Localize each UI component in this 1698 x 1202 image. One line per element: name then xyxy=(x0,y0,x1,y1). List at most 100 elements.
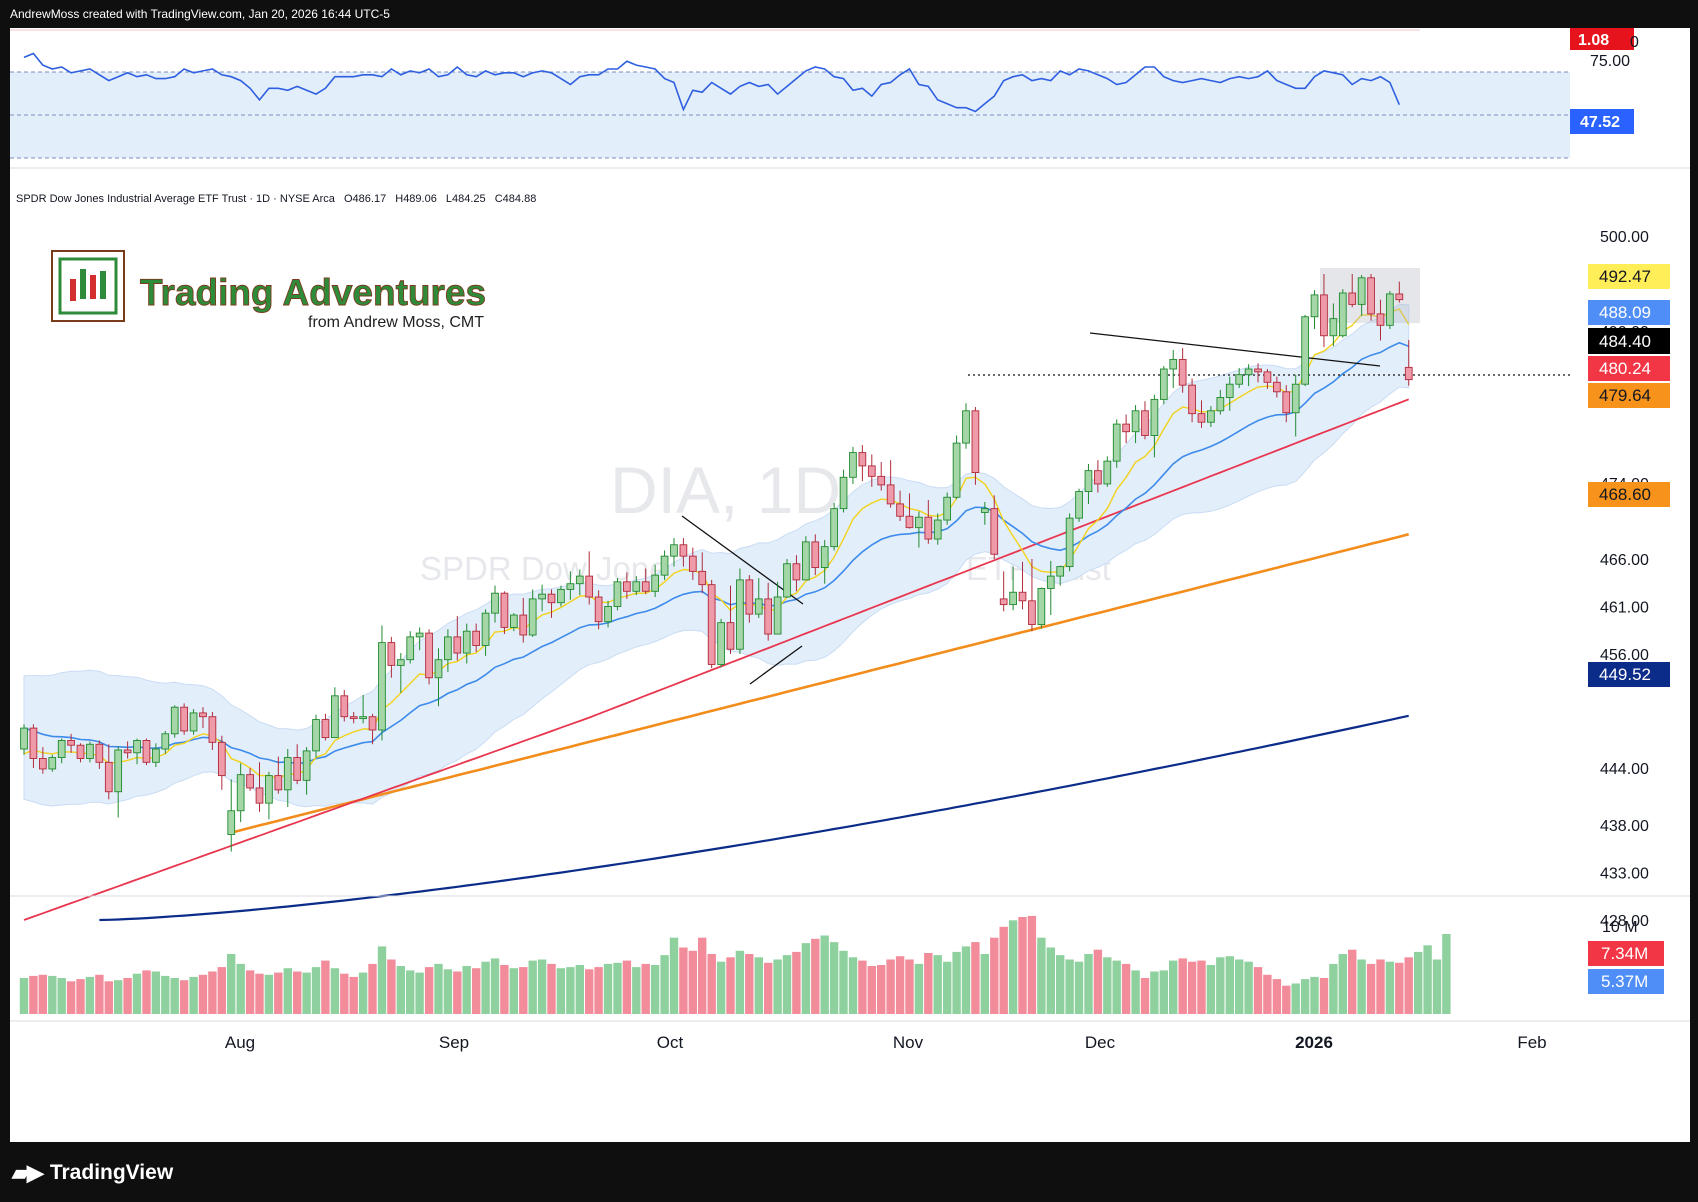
candle-body xyxy=(1320,294,1328,337)
volume-bar xyxy=(1225,956,1234,1014)
candle-body xyxy=(896,503,904,517)
volume-bar xyxy=(594,967,603,1014)
candle-body xyxy=(792,563,801,581)
candle xyxy=(594,590,603,630)
tradingview-logo-icon: ▰▶ xyxy=(12,1160,44,1185)
price-badges: 492.47 488.09 484.40 480.24 479.64 468.6… xyxy=(1588,264,1670,687)
candle-body xyxy=(368,716,377,731)
sma-orange-line xyxy=(230,533,1410,834)
time-tick-label: Sep xyxy=(439,1033,469,1052)
volume-bar xyxy=(735,950,745,1014)
volume-bar xyxy=(1056,955,1065,1014)
candle-body xyxy=(425,632,433,679)
volume-bar xyxy=(264,974,274,1014)
chart-svg[interactable]: 75.00 1.08 0 47.52 SPDR Dow Jones Indust… xyxy=(10,28,1690,1142)
candle-body xyxy=(1103,460,1112,485)
volume-bar xyxy=(142,970,151,1014)
candle xyxy=(679,538,688,567)
ema21-badge: 488.09 xyxy=(1599,303,1651,322)
volume-bar xyxy=(537,959,547,1014)
candle-body xyxy=(227,810,236,835)
candle-body xyxy=(1112,423,1121,462)
watermark-ticker: DIA, 1D xyxy=(610,453,841,527)
candle xyxy=(670,538,678,567)
chart-canvas[interactable]: 75.00 1.08 0 47.52 SPDR Dow Jones Indust… xyxy=(10,28,1690,1142)
candle-body xyxy=(1207,410,1215,423)
volume-bar xyxy=(811,938,820,1014)
candle-body xyxy=(660,555,669,576)
candle xyxy=(1150,394,1159,458)
volume-bar xyxy=(980,954,989,1014)
candle xyxy=(180,703,188,735)
candle-body xyxy=(396,659,405,666)
candle-body xyxy=(1254,368,1262,373)
volume-bar xyxy=(895,956,905,1014)
volume-badge-red-bg xyxy=(1588,941,1664,966)
volume-bar xyxy=(679,947,688,1014)
candle-body xyxy=(594,596,603,623)
volume-bar xyxy=(566,967,575,1014)
volume-bar xyxy=(406,970,415,1014)
candle-body xyxy=(698,570,707,586)
candle xyxy=(1112,419,1121,468)
volume-bar xyxy=(274,972,283,1014)
candle-body xyxy=(1178,359,1187,386)
candle-body xyxy=(57,740,66,759)
candle-body xyxy=(566,583,575,590)
volume-bar xyxy=(1272,979,1282,1014)
candle-body xyxy=(415,632,424,638)
candle-body xyxy=(255,787,264,804)
candle xyxy=(1169,350,1178,388)
candle-body xyxy=(1056,566,1065,577)
logo-candle-3 xyxy=(90,275,96,299)
volume-bar xyxy=(293,971,302,1014)
candle-body xyxy=(1075,491,1083,519)
volume-bar xyxy=(66,981,76,1014)
candle xyxy=(227,779,236,852)
candle xyxy=(1065,513,1074,572)
volume-bar xyxy=(1385,961,1395,1014)
volume-bar xyxy=(575,965,584,1014)
volume-bar xyxy=(217,967,226,1014)
volume-bar xyxy=(453,971,462,1014)
candle-body xyxy=(962,410,970,444)
volume-bar xyxy=(641,963,650,1014)
candle-body xyxy=(180,706,188,732)
candle-body xyxy=(1386,293,1394,326)
tradingview-footer[interactable]: ▰▶ TradingView xyxy=(12,1160,173,1186)
volume-bar xyxy=(1093,949,1103,1014)
candle-body xyxy=(915,516,923,529)
logo-candle-1 xyxy=(70,279,76,301)
volume-bar xyxy=(1253,967,1263,1014)
time-tick-label: Feb xyxy=(1517,1033,1546,1052)
candle-body xyxy=(773,596,782,635)
candle xyxy=(745,575,754,623)
candle-body xyxy=(1037,588,1046,626)
price-pane: SPDR Dow Jones Industrial Average ETF Tr… xyxy=(16,193,1670,930)
volume-bar xyxy=(1319,978,1329,1014)
volume-bar xyxy=(1187,961,1197,1014)
candle xyxy=(952,435,961,500)
candle xyxy=(293,744,302,785)
candle xyxy=(858,445,867,482)
candle xyxy=(349,711,358,724)
candle-body xyxy=(1028,600,1036,625)
price-tick-label: 438.00 xyxy=(1600,818,1649,835)
candle-body xyxy=(1395,293,1404,301)
candle-body xyxy=(20,727,28,750)
volume-bar xyxy=(905,959,914,1014)
volume-bar xyxy=(556,968,566,1014)
candle xyxy=(491,585,499,623)
time-tick-label: Dec xyxy=(1085,1033,1116,1052)
volume-bar xyxy=(1366,963,1376,1014)
candle-body xyxy=(1094,470,1102,485)
candle-body xyxy=(142,740,151,763)
candle xyxy=(331,687,339,739)
candle xyxy=(1141,401,1149,440)
rsi-value-badge-bg xyxy=(1570,109,1634,134)
candle xyxy=(1216,389,1225,415)
candle xyxy=(1028,559,1036,632)
candle-body xyxy=(1216,397,1225,412)
volume-badge-red: 7.34M xyxy=(1601,944,1648,963)
volume-bar xyxy=(95,974,104,1014)
